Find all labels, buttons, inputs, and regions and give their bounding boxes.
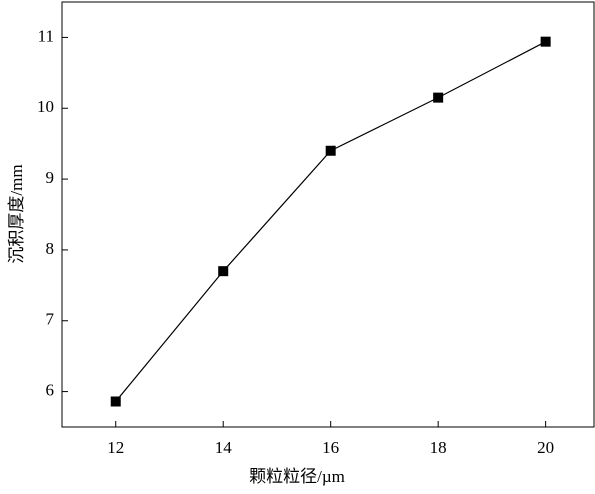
data-point bbox=[433, 92, 444, 103]
y-tick-label: 11 bbox=[38, 26, 54, 45]
data-line bbox=[115, 41, 546, 402]
data-point bbox=[325, 145, 336, 156]
x-tick-label: 12 bbox=[107, 438, 124, 457]
data-point bbox=[540, 36, 551, 47]
y-tick-label: 6 bbox=[46, 380, 55, 399]
y-tick-label: 9 bbox=[46, 168, 55, 187]
data-point bbox=[218, 266, 229, 277]
x-axis-label: 颗粒粒径/µm bbox=[249, 467, 345, 486]
y-tick-label: 10 bbox=[37, 97, 54, 116]
x-tick-label: 18 bbox=[430, 438, 447, 457]
plot-frame bbox=[61, 1, 595, 428]
x-tick-label: 16 bbox=[322, 438, 339, 457]
y-tick-label: 8 bbox=[46, 239, 55, 258]
x-tick-label: 14 bbox=[215, 438, 233, 457]
y-axis-label: 沉积厚度/mm bbox=[7, 164, 26, 263]
data-point bbox=[110, 396, 121, 407]
y-tick-label: 7 bbox=[46, 310, 55, 329]
x-tick-label: 20 bbox=[537, 438, 554, 457]
